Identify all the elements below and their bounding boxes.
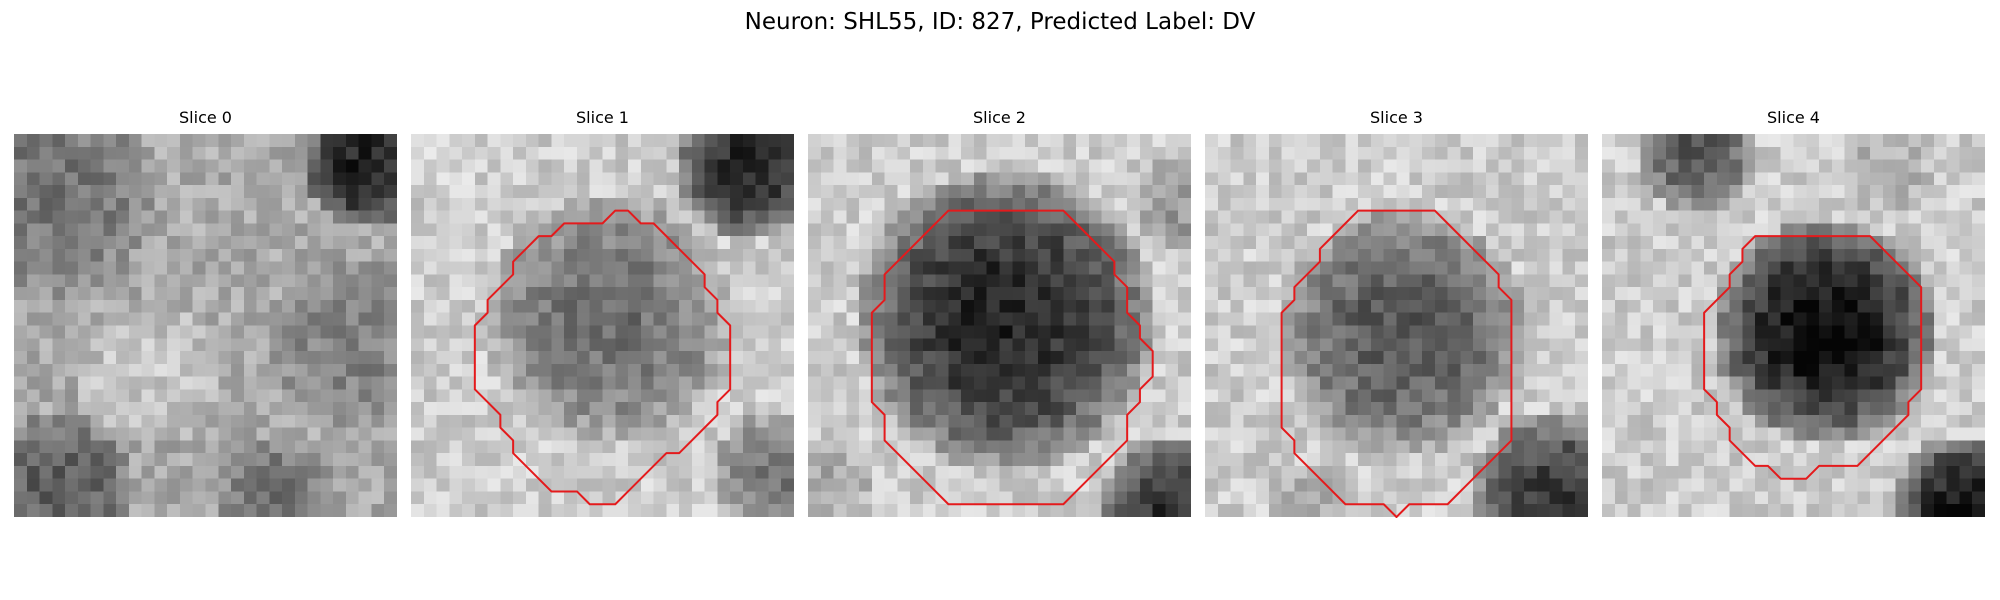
roi-outline <box>475 211 730 505</box>
slice-title: Slice 2 <box>973 108 1026 127</box>
slice-panel-1: Slice 1 <box>411 108 794 517</box>
slice-image <box>1205 134 1588 517</box>
figure-title: Neuron: SHL55, ID: 827, Predicted Label:… <box>744 9 1256 35</box>
roi-outline <box>1282 211 1512 517</box>
roi-outline-layer <box>14 134 397 517</box>
roi-outline <box>872 211 1153 505</box>
slice-panel-2: Slice 2 <box>808 108 1191 517</box>
roi-outline <box>1704 236 1921 479</box>
slice-title: Slice 4 <box>1767 108 1820 127</box>
roi-outline-layer <box>808 134 1191 517</box>
roi-outline-layer <box>411 134 794 517</box>
slice-panel-0: Slice 0 <box>14 108 397 517</box>
slice-title: Slice 0 <box>179 108 232 127</box>
slice-panel-3: Slice 3 <box>1205 108 1588 128</box>
slice-image <box>14 134 397 517</box>
slice-title: Slice 3 <box>1370 108 1423 127</box>
slice-title: Slice 1 <box>576 108 629 127</box>
roi-outline-layer <box>1602 134 1985 517</box>
slice-panel-4: Slice 4 <box>1602 108 1985 517</box>
roi-outline-layer <box>1205 134 1588 517</box>
